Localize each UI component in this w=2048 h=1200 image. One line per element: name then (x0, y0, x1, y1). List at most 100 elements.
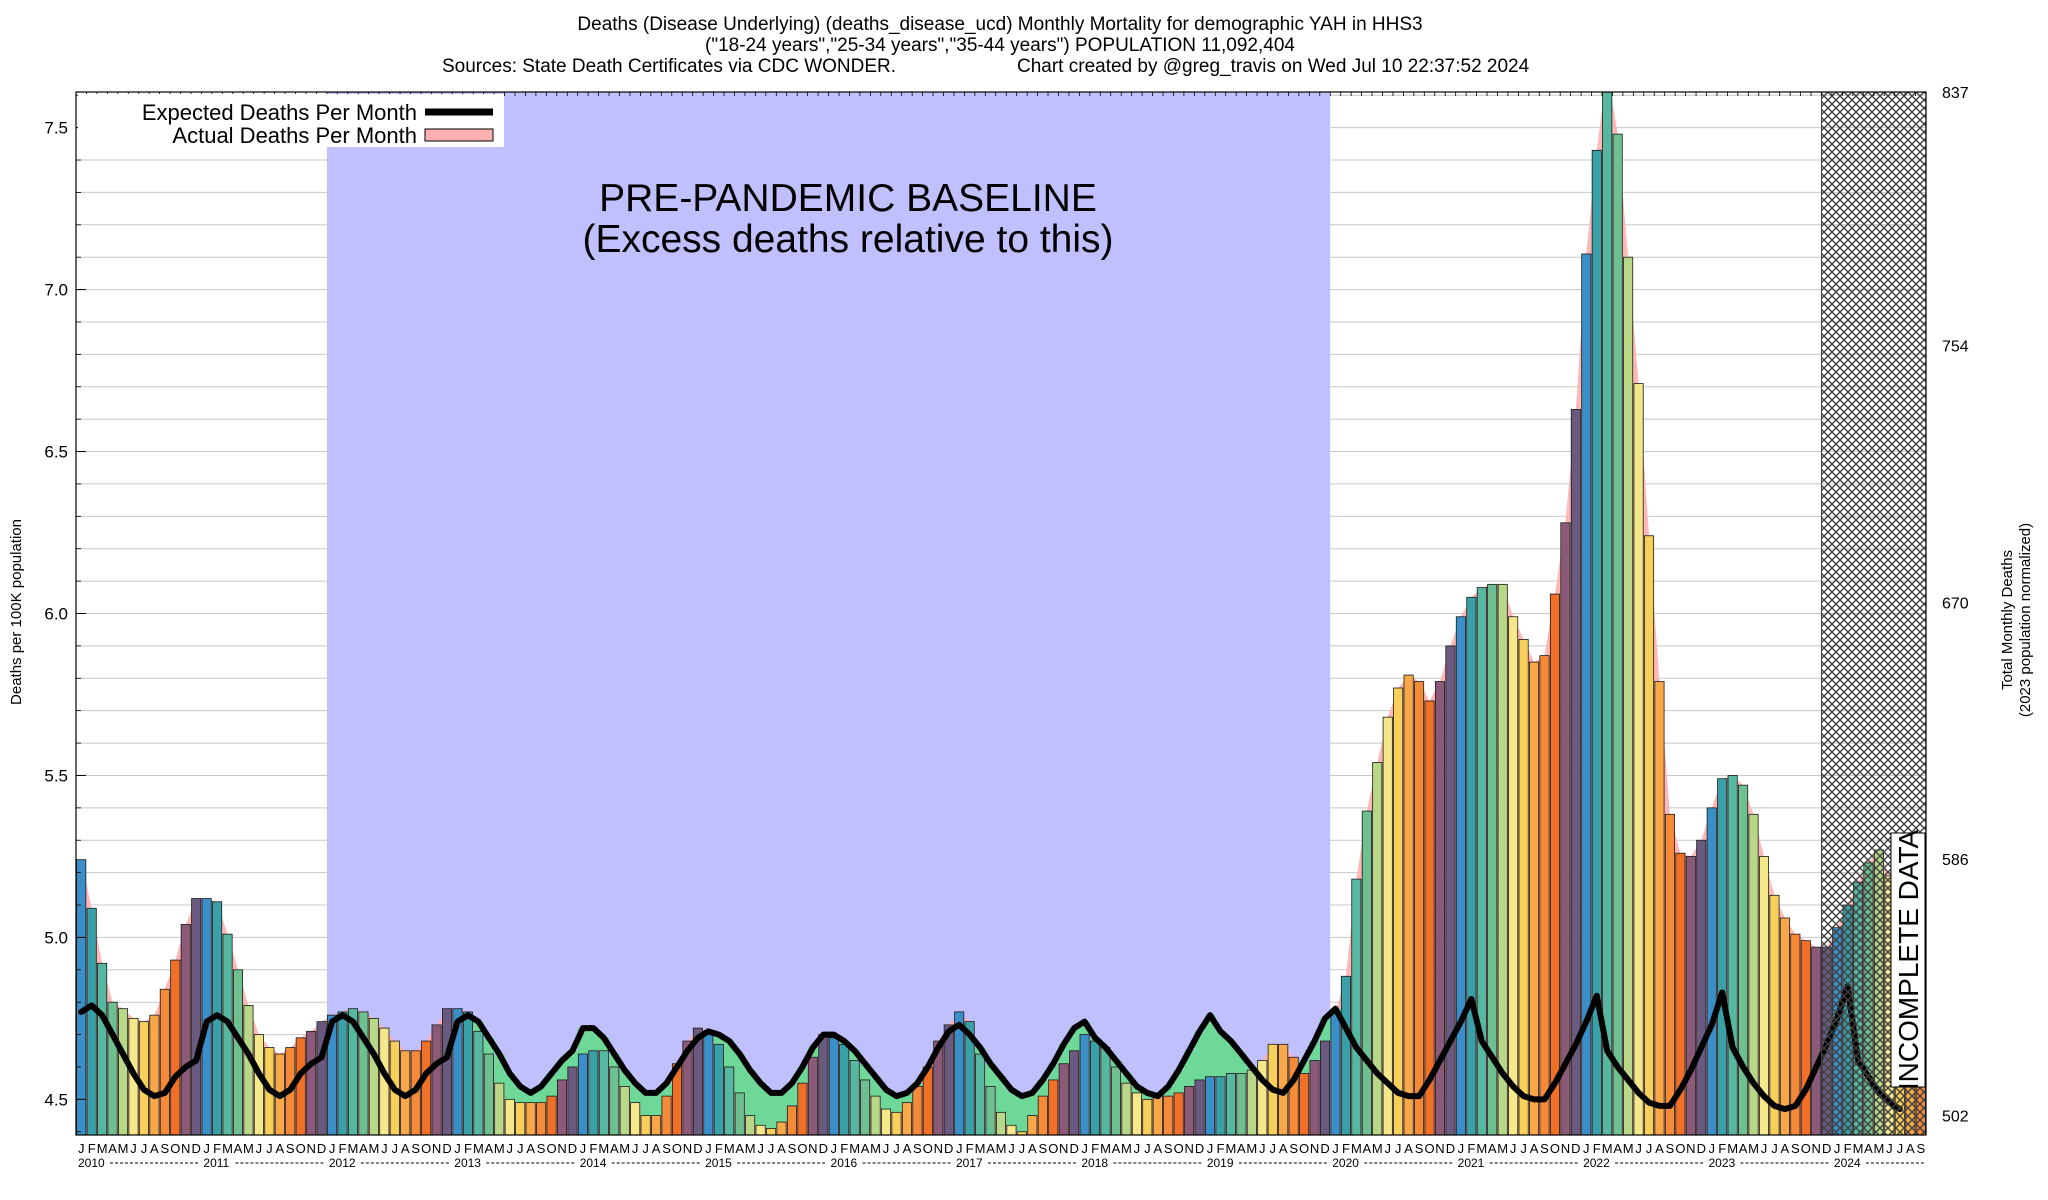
actual-deaths-bar (870, 1095, 881, 1135)
x-tick-month-label: S (1164, 1141, 1173, 1156)
excess-area-segment (776, 1092, 788, 1123)
x-tick-month-label: J (883, 1141, 890, 1156)
actual-deaths-bar (442, 1008, 453, 1135)
actual-deaths-bar (839, 1043, 850, 1135)
x-tick-month-label: D (568, 1141, 577, 1156)
x-tick-month-label: M (745, 1141, 756, 1156)
actual-deaths-bar (462, 1011, 473, 1135)
y-right-tick-label: 670 (1942, 595, 1969, 612)
x-tick-month-label: D (1195, 1141, 1204, 1156)
actual-deaths-bar (1246, 1069, 1257, 1135)
excess-area-segment (1309, 1041, 1321, 1061)
actual-deaths-bar (766, 1128, 777, 1135)
actual-deaths-bar (97, 962, 108, 1135)
x-tick-month-label: N (1059, 1141, 1068, 1156)
actual-deaths-bar (1194, 1079, 1205, 1135)
y-tick-label: 5.0 (44, 928, 68, 947)
x-tick-month-label: M (1853, 1141, 1864, 1156)
incomplete-data-label: INCOMPLETE DATA (1893, 830, 1924, 1091)
x-tick-month-label: J (705, 1141, 712, 1156)
actual-deaths-bar (1361, 810, 1372, 1135)
actual-deaths-bar (1685, 856, 1696, 1135)
x-tick-month-label: A (1028, 1141, 1037, 1156)
excess-area-segment (535, 1086, 547, 1103)
y-tick-label: 7.5 (44, 119, 68, 138)
excess-area-segment (1236, 1054, 1247, 1074)
x-tick-month-label: J (1144, 1141, 1151, 1156)
actual-deaths-bar (1643, 535, 1655, 1135)
x-tick-month-label: S (1540, 1141, 1549, 1156)
actual-deaths-bar (1142, 1098, 1153, 1135)
y-right-tick-label: 754 (1942, 339, 1969, 356)
actual-deaths-bar (1779, 917, 1790, 1135)
actual-deaths-bar (1414, 681, 1425, 1135)
x-tick-month-label: M (222, 1141, 233, 1156)
x-tick-month-label: S (662, 1141, 671, 1156)
x-tick-month-label: N (1435, 1141, 1444, 1156)
x-tick-month-label: O (1174, 1141, 1184, 1156)
x-tick-month-label: J (1897, 1141, 1904, 1156)
chart-source-text: Sources: State Death Certificates via CD… (442, 56, 896, 77)
x-tick-month-label: A (903, 1141, 912, 1156)
x-tick-month-label: J (130, 1141, 137, 1156)
actual-deaths-bar (828, 1037, 839, 1135)
x-tick-month-label: S (1038, 1141, 1047, 1156)
actual-deaths-bar (1800, 940, 1811, 1135)
actual-deaths-bar (577, 1053, 588, 1135)
actual-deaths-bar (306, 1030, 317, 1135)
actual-deaths-bar (1257, 1060, 1268, 1135)
actual-deaths-bar (1299, 1073, 1310, 1135)
x-tick-month-label: N (683, 1141, 692, 1156)
excess-area-segment (880, 1089, 892, 1110)
actual-deaths-bar (1184, 1086, 1195, 1135)
x-tick-month-label: O (797, 1141, 807, 1156)
x-tick-month-label: O (1424, 1141, 1434, 1156)
x-tick-month-label: A (1362, 1141, 1371, 1156)
x-tick-month-label: M (1727, 1141, 1738, 1156)
actual-deaths-bar (1225, 1073, 1236, 1135)
actual-deaths-bar (138, 1021, 149, 1135)
x-tick-month-label: J (1771, 1141, 1778, 1156)
actual-deaths-bar (995, 1111, 1007, 1135)
x-tick-month-label: S (1791, 1141, 1800, 1156)
actual-deaths-bar (1110, 1066, 1121, 1135)
x-tick-month-label: M (1748, 1141, 1759, 1156)
y-tick-label: 6.5 (44, 443, 68, 462)
x-tick-month-label: O (1550, 1141, 1560, 1156)
actual-deaths-bar (1027, 1115, 1038, 1135)
x-tick-month-label: J (381, 1141, 388, 1156)
x-tick-month-label: N (306, 1141, 315, 1156)
x-tick-month-label: A (1112, 1141, 1121, 1156)
x-tick-month-label: J (1458, 1141, 1465, 1156)
excess-area-segment (504, 1073, 516, 1100)
x-tick-month-label: J (580, 1141, 587, 1156)
x-tick-month-label: A (234, 1141, 243, 1156)
x-tick-month-label: F (1217, 1141, 1225, 1156)
x-tick-month-label: F (715, 1141, 723, 1156)
x-tick-month-label: J (507, 1141, 514, 1156)
x-tick-month-label: J (266, 1141, 273, 1156)
actual-deaths-bar (1696, 839, 1707, 1135)
excess-area-segment (661, 1083, 673, 1097)
x-tick-month-label: N (1812, 1141, 1821, 1156)
actual-deaths-bar (1319, 1040, 1331, 1135)
actual-deaths-bar (1215, 1076, 1226, 1135)
x-tick-year-label: 2013 (454, 1156, 481, 1170)
x-tick-month-label: N (1686, 1141, 1695, 1156)
actual-deaths-bar (818, 1034, 829, 1135)
actual-deaths-bar (170, 959, 181, 1135)
excess-area-segment (1163, 1086, 1174, 1097)
y-axis-label: Deaths per 100K population (8, 519, 25, 705)
x-tick-month-label: F (589, 1141, 597, 1156)
excess-area-segment (567, 1050, 578, 1067)
x-tick-month-label: J (1886, 1141, 1893, 1156)
x-tick-month-label: A (1153, 1141, 1162, 1156)
legend-actual-swatch (424, 128, 494, 142)
actual-deaths-bar (473, 1030, 484, 1135)
x-tick-month-label: A (359, 1141, 368, 1156)
y-right-tick-label: 502 (1942, 1109, 1969, 1126)
actual-deaths-bar (483, 1053, 494, 1135)
x-tick-month-label: J (1332, 1141, 1339, 1156)
x-tick-month-label: J (1134, 1141, 1141, 1156)
x-tick-month-label: A (1488, 1141, 1497, 1156)
